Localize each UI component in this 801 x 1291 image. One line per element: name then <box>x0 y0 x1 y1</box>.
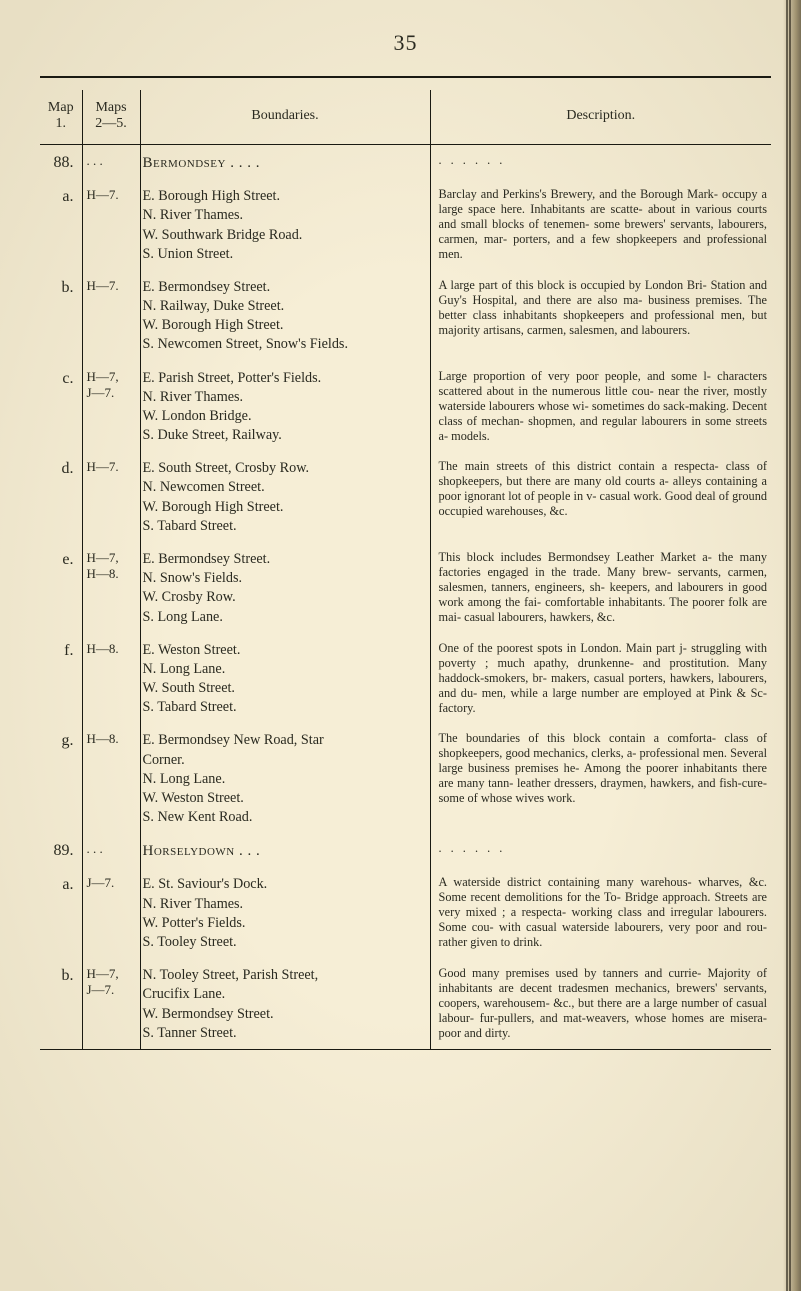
map-code: . . . <box>82 145 140 180</box>
boundaries-cell: E. Bermondsey Street. N. Railway, Duke S… <box>140 270 430 361</box>
boundaries-cell: E. Bermondsey Street. N. Snow's Fields. … <box>140 542 430 633</box>
table-row: g.H—8.E. Bermondsey New Road, Star Corne… <box>40 723 771 833</box>
boundaries-cell: E. Borough High Street. N. River Thames.… <box>140 179 430 270</box>
description-cell: This block includes Bermondsey Leather M… <box>430 542 771 633</box>
boundaries-cell: Bermondsey . . . . <box>140 145 430 180</box>
map-code: H—7, H—8. <box>82 542 140 633</box>
description-cell: . . . . . . <box>430 145 771 180</box>
table-header-row: Map 1. Maps 2—5. Boundaries. Description… <box>40 90 771 145</box>
table-body: 88.. . .Bermondsey . . . .. . . . . .a.H… <box>40 145 771 1050</box>
section-number: 89. <box>40 833 82 867</box>
description-cell: The boundaries of this block contain a c… <box>430 723 771 833</box>
description-cell: Barclay and Perkins's Brewery, and the B… <box>430 179 771 270</box>
map-code: H—7. <box>82 451 140 542</box>
map-code: H—8. <box>82 723 140 833</box>
col-boundaries: Boundaries. <box>140 90 430 145</box>
table-row: a.H—7.E. Borough High Street. N. River T… <box>40 179 771 270</box>
table-row: d.H—7.E. South Street, Crosby Row. N. Ne… <box>40 451 771 542</box>
section-number: b. <box>40 958 82 1049</box>
map-code: H—8. <box>82 633 140 724</box>
map-code: H—7, J—7. <box>82 361 140 452</box>
table-row: f.H—8.E. Weston Street. N. Long Lane. W.… <box>40 633 771 724</box>
boundaries-cell: N. Tooley Street, Parish Street, Crucifi… <box>140 958 430 1049</box>
description-cell: One of the poorest spots in London. Main… <box>430 633 771 724</box>
description-cell: The main streets of this district contai… <box>430 451 771 542</box>
scanned-page: 35 Map 1. Maps 2—5. Boundaries. Descript… <box>0 0 801 1291</box>
map-code: . . . <box>82 833 140 867</box>
map-code: H—7, J—7. <box>82 958 140 1049</box>
section-number: 88. <box>40 145 82 180</box>
table-row: 88.. . .Bermondsey . . . . . . . . . . <box>40 145 771 180</box>
section-number: a. <box>40 179 82 270</box>
col-maps25: Maps 2—5. <box>82 90 140 145</box>
table-row: e.H—7, H—8.E. Bermondsey Street. N. Snow… <box>40 542 771 633</box>
table-row: c.H—7, J—7.E. Parish Street, Potter's Fi… <box>40 361 771 452</box>
section-number: f. <box>40 633 82 724</box>
col-map1: Map 1. <box>40 90 82 145</box>
boundaries-cell: E. Bermondsey New Road, Star Corner. N. … <box>140 723 430 833</box>
section-number: c. <box>40 361 82 452</box>
section-number: d. <box>40 451 82 542</box>
description-cell: Good many premises used by tanners and c… <box>430 958 771 1049</box>
description-cell: Large proportion of very poor people, an… <box>430 361 771 452</box>
boundaries-cell: Horselydown . . . <box>140 833 430 867</box>
boundaries-cell: E. South Street, Crosby Row. N. Newcomen… <box>140 451 430 542</box>
districts-table: Map 1. Maps 2—5. Boundaries. Description… <box>40 90 771 1050</box>
description-cell: A large part of this block is occupied b… <box>430 270 771 361</box>
boundaries-cell: E. St. Saviour's Dock. N. River Thames. … <box>140 867 430 958</box>
table-row: 89.. . .Horselydown . . . . . . . . . <box>40 833 771 867</box>
description-cell: . . . . . . <box>430 833 771 867</box>
section-number: a. <box>40 867 82 958</box>
district-heading: Bermondsey . . . . <box>143 155 260 171</box>
col-description: Description. <box>430 90 771 145</box>
map-code: J—7. <box>82 867 140 958</box>
map-code: H—7. <box>82 179 140 270</box>
boundaries-cell: E. Parish Street, Potter's Fields. N. Ri… <box>140 361 430 452</box>
description-cell: A waterside district containing many war… <box>430 867 771 958</box>
section-number: b. <box>40 270 82 361</box>
table-row: b.H—7, J—7.N. Tooley Street, Parish Stre… <box>40 958 771 1049</box>
section-number: g. <box>40 723 82 833</box>
table-row: a.J—7.E. St. Saviour's Dock. N. River Th… <box>40 867 771 958</box>
table-row: b.H—7.E. Bermondsey Street. N. Railway, … <box>40 270 771 361</box>
boundaries-cell: E. Weston Street. N. Long Lane. W. South… <box>140 633 430 724</box>
binding-edge <box>786 0 791 1291</box>
page-number: 35 <box>40 30 771 56</box>
top-rule <box>40 76 771 78</box>
district-heading: Horselydown . . . <box>143 843 261 859</box>
map-code: H—7. <box>82 270 140 361</box>
section-number: e. <box>40 542 82 633</box>
